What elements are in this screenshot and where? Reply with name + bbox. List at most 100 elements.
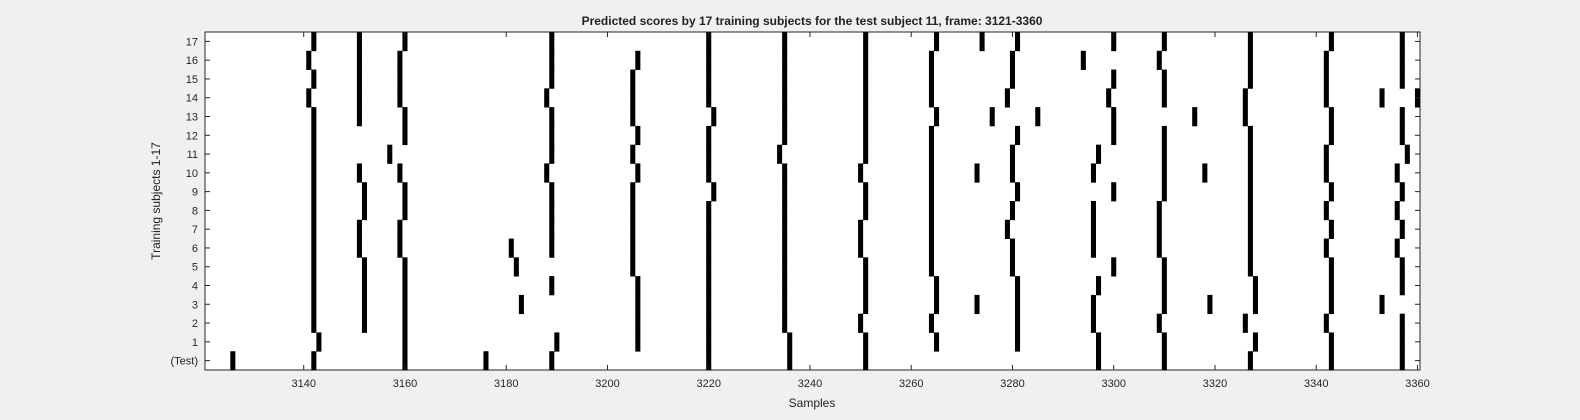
heatmap-cell [1328,257,1334,277]
heatmap-cell [1323,201,1329,221]
heatmap-cell [928,182,934,202]
heatmap-cell [356,32,362,52]
heatmap-cell [858,313,864,333]
heatmap-cell [706,238,712,258]
heatmap-cell [1161,144,1167,164]
heatmap-cell [974,294,980,315]
heatmap-cell [544,88,550,108]
heatmap-cell [1379,294,1385,315]
heatmap-cell [1242,88,1248,108]
heatmap-cell [1404,144,1410,164]
heatmap-cell [863,182,869,202]
heatmap-cell [402,125,408,146]
heatmap-cell [1004,88,1010,108]
heatmap-cell [782,32,788,52]
heatmap-cell [934,107,940,127]
heatmap-cell [554,332,560,352]
x-tick-label: 3340 [1304,378,1328,390]
heatmap-cell [1096,332,1102,352]
heatmap-cell [782,276,788,296]
heatmap-cell [934,294,940,315]
heatmap-cell [402,201,408,221]
heatmap-cell [635,125,641,146]
heatmap-cell [356,50,362,70]
heatmap-cell [928,238,934,258]
y-tick-label: 8 [192,205,198,217]
heatmap-cell [311,107,317,127]
heatmap-cell [230,351,236,371]
heatmap-cell [1161,125,1167,146]
heatmap-cell [1323,163,1329,183]
heatmap-cell [1015,125,1021,146]
heatmap-cell [356,163,362,183]
heatmap-cell [928,163,934,183]
heatmap-cell [863,88,869,108]
heatmap-cell [858,238,864,258]
x-tick-label: 3140 [291,378,315,390]
heatmap-cell [1399,257,1405,277]
heatmap-cell [782,163,788,183]
heatmap-cell [782,88,788,108]
heatmap-cell [630,107,636,127]
heatmap-cell [1242,313,1248,333]
heatmap-cell [1202,163,1208,183]
x-tick-label: 3280 [1000,378,1024,390]
heatmap-cell [1399,219,1405,239]
heatmap-cell [356,88,362,108]
x-tick-label: 3180 [494,378,518,390]
heatmap-cell [549,32,555,52]
heatmap-cell [1328,182,1334,202]
heatmap-cell [635,332,641,352]
heatmap-cell [934,32,940,52]
heatmap-cell [863,201,869,221]
heatmap-cell [706,351,712,371]
x-tick-label: 3200 [595,378,619,390]
heatmap-cell [544,163,550,183]
heatmap-cell [1323,238,1329,258]
heatmap-cell [1399,125,1405,146]
heatmap-cell [1161,332,1167,352]
heatmap-cell [549,276,555,296]
heatmap-cell [361,294,367,315]
heatmap-cell [549,69,555,89]
heatmap-cell [1247,351,1253,371]
heatmap-cell [1399,50,1405,70]
heatmap-cell [989,107,995,127]
heatmap-cell [1090,238,1096,258]
heatmap-cell [706,125,712,146]
heatmap-cell [782,294,788,315]
heatmap-cell [1394,201,1400,221]
heatmap-cell [928,257,934,277]
heatmap-cell [1328,294,1334,315]
heatmap-cell [402,294,408,315]
heatmap-cell [311,125,317,146]
heatmap-cell [1399,276,1405,296]
y-tick-label: 12 [186,130,198,142]
heatmap-cell [1328,332,1334,352]
heatmap-cell [1399,107,1405,127]
heatmap-cell [311,257,317,277]
heatmap-cell [1323,69,1329,89]
heatmap-cell [1328,32,1334,52]
heatmap-cell [706,32,712,52]
heatmap-cell [863,69,869,89]
heatmap-cell [1090,219,1096,239]
heatmap-cell [1009,144,1015,164]
heatmap-cell [974,163,980,183]
heatmap-cell [549,201,555,221]
heatmap-cell [928,88,934,108]
y-tick-label: (Test) [171,356,199,368]
heatmap-cell [1106,88,1112,108]
heatmap-cell [513,257,519,277]
heatmap-cell [928,219,934,239]
heatmap-cell [1111,32,1117,52]
heatmap-cell [311,294,317,315]
y-tick-label: 10 [186,168,198,180]
heatmap-cell [630,88,636,108]
heatmap-cell [361,201,367,221]
heatmap-cell [630,219,636,239]
heatmap-cell [1111,182,1117,202]
heatmap-cell [782,201,788,221]
heatmap-cell [863,144,869,164]
